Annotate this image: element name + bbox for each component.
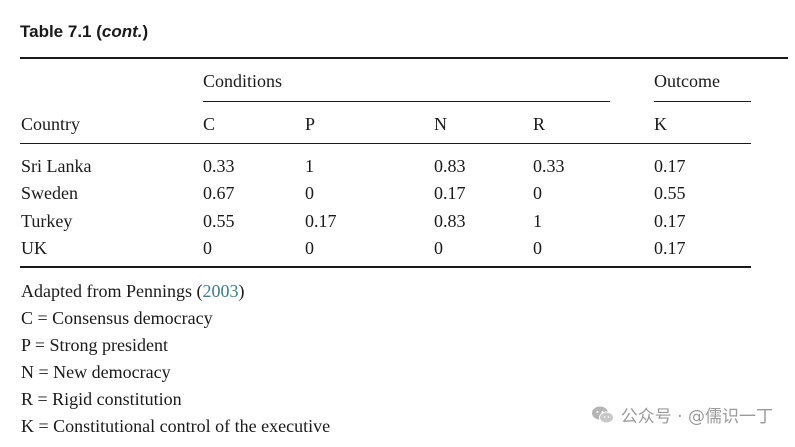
table-cell-country: Turkey [21,211,73,231]
table-cell-country: UK [21,238,47,258]
table-cell-c: 0.33 [203,156,235,176]
table-cell-country: Sweden [21,183,78,203]
watermark: 公众号 · @儒识一丁 [591,402,773,427]
outcome-rule [654,101,751,102]
column-header-c: C [203,114,216,134]
table-cell-k: 0.17 [654,156,686,176]
table-title-main: Table 7.1 ( [20,22,102,41]
bottom-rule [20,266,751,268]
table-cell-c: 0 [203,238,212,258]
header-rule [20,143,751,144]
table-cell-p: 0 [305,238,314,258]
table-cell-r: 1 [533,211,542,231]
table-cell-k: 0.17 [654,238,686,258]
table-cell-p: 0.17 [305,211,337,231]
table-cell-r: 0 [533,183,542,203]
wechat-icon [591,406,614,423]
column-header-country: Country [21,114,81,134]
column-header-p: P [305,114,316,134]
group-header-outcome: Outcome [654,71,720,91]
column-header-n: N [434,114,447,134]
table-cell-p: 1 [305,156,314,176]
table-cell-k: 0.17 [654,211,686,231]
source-note: Adapted from Pennings (2003) [21,280,244,302]
legend-item-n: N = New democracy [21,362,171,382]
table-cell-n: 0 [434,238,443,258]
legend-item-c: C = Consensus democracy [21,308,213,328]
table-cell-c: 0.67 [203,183,235,203]
table-cell-n: 0.17 [434,183,466,203]
citation-link[interactable]: 2003 [202,281,239,301]
group-header-conditions: Conditions [203,71,283,91]
source-suffix: ) [238,281,245,301]
table-title-italic: cont. [101,22,143,41]
watermark-text: 公众号 · @儒识一丁 [620,407,773,427]
table-cell-k: 0.55 [654,183,686,203]
table-cell-r: 0.33 [533,156,565,176]
table-cell-n: 0.83 [434,211,466,231]
table-cell-c: 0.55 [203,211,235,231]
legend-item-p: P = Strong president [21,335,168,355]
table-title-close: ) [142,22,149,41]
conditions-rule [203,101,610,102]
legend-item-k: K = Constitutional control of the execut… [21,416,331,436]
source-prefix: Adapted from Pennings ( [21,281,203,301]
column-header-r: R [533,114,546,134]
table-cell-p: 0 [305,183,314,203]
legend-item-r: R = Rigid constitution [21,389,182,409]
column-header-k: K [654,114,667,134]
table-cell-n: 0.83 [434,156,466,176]
table-cell-country: Sri Lanka [21,156,92,176]
table-cell-r: 0 [533,238,542,258]
top-rule [20,57,788,59]
table-title: Table 7.1 (cont.) [20,22,148,42]
